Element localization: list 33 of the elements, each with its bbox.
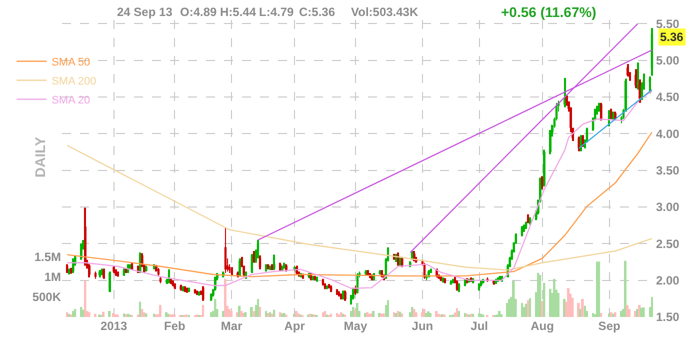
text: DAILY bbox=[32, 136, 48, 178]
text: C:5.36 bbox=[299, 5, 336, 19]
y-tick-label: 3.00 bbox=[656, 200, 680, 214]
y2-tick-label: 1.5M bbox=[34, 250, 61, 264]
x-tick-label: May bbox=[344, 319, 368, 333]
legend-label: SMA 50 bbox=[52, 56, 90, 69]
y-tick-label: 4.00 bbox=[656, 126, 680, 141]
legend-label: SMA 20 bbox=[52, 94, 90, 107]
y2-tick-label: 1M bbox=[44, 270, 61, 284]
y-tick-label: 1.50 bbox=[656, 310, 680, 324]
y-tick-label: 5.00 bbox=[656, 54, 680, 68]
text: Vol:503.43K bbox=[351, 5, 418, 19]
x-tick-label: Feb bbox=[164, 319, 186, 333]
x-tick-label: Mar bbox=[220, 319, 243, 333]
text: 24 Sep 13 bbox=[117, 5, 173, 19]
x-tick-label: Aug bbox=[530, 319, 554, 333]
text: L:4.79 bbox=[259, 5, 294, 19]
y-tick-label: 2.00 bbox=[656, 274, 680, 288]
y-tick-label: 3.50 bbox=[656, 164, 680, 178]
x-tick-label: Sep bbox=[598, 319, 620, 333]
y-tick-label: 4.50 bbox=[656, 90, 680, 104]
text: +0.56 (11.67%) bbox=[501, 4, 596, 20]
text: O:4.89 bbox=[180, 5, 218, 19]
text: H:5.44 bbox=[220, 5, 256, 19]
x-tick-label: Jun bbox=[412, 319, 434, 333]
y2-tick-label: 500K bbox=[32, 290, 62, 304]
y-tick-label: 5.50 bbox=[656, 16, 680, 31]
x-tick-label: 2013 bbox=[100, 319, 128, 333]
x-tick-label: Jul bbox=[470, 319, 488, 333]
legend-label: SMA 200 bbox=[52, 76, 96, 88]
y-tick-label: 2.50 bbox=[656, 236, 680, 251]
x-tick-label: Apr bbox=[284, 319, 306, 333]
text: 5.36 bbox=[660, 30, 684, 44]
